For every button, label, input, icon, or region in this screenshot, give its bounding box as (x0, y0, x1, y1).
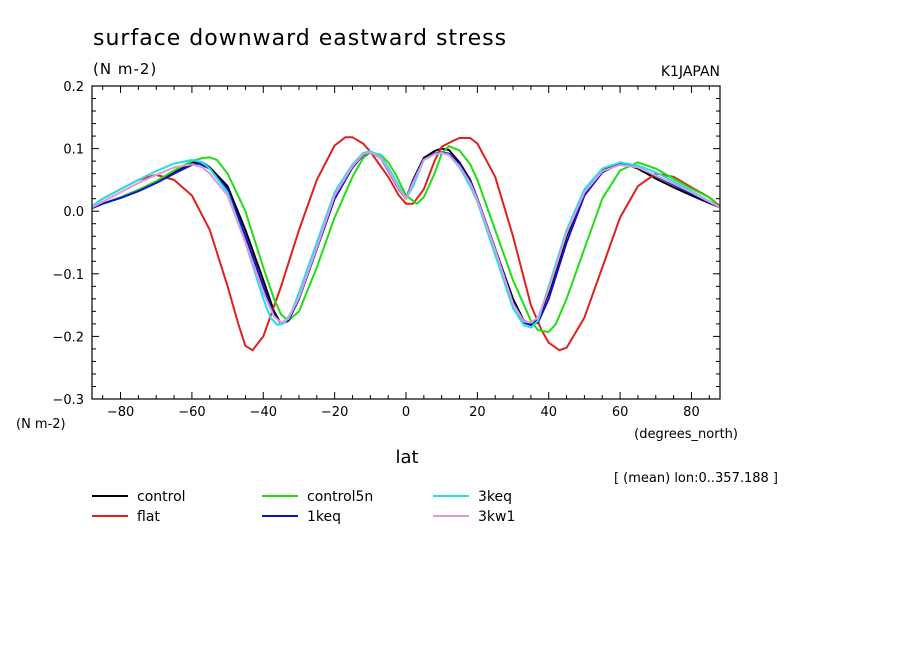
chart-subtitle: (N m-2) (93, 60, 157, 78)
y-unit-label: (N m-2) (16, 417, 66, 432)
x-tick-label: 40 (540, 405, 557, 420)
y-tick-label: −0.1 (52, 268, 84, 283)
y-tick-label: 0.2 (63, 80, 84, 95)
y-tick-label: −0.3 (52, 393, 84, 408)
legend-label-control5n: control5n (307, 489, 373, 505)
x-unit-label: (degrees_north) (634, 427, 738, 442)
x-tick-label: 60 (612, 405, 629, 420)
series-line-1keq (92, 151, 720, 327)
series-line-control5n (92, 145, 720, 333)
axis-ticks: −80 −60 −40 −20 0 20 40 60 80 −0.3 −0.2 −0.1 0.0 0.1 0… (52, 80, 720, 420)
series-line-3kw1 (92, 151, 720, 324)
y-tick-label: 0.1 (63, 143, 84, 158)
legend-label-3kw1: 3kw1 (478, 509, 515, 525)
legend-label-1keq: 1keq (307, 509, 341, 525)
plot-frame (91, 85, 721, 400)
chart-title: surface downward eastward stress (93, 26, 507, 51)
series-line-flat (92, 136, 720, 352)
legend: control flat control5n 1keq 3keq 3kw1 (92, 489, 515, 525)
x-tick-label: 20 (469, 405, 486, 420)
model-label: K1JAPAN (661, 64, 720, 80)
x-tick-label: −60 (178, 405, 205, 420)
legend-label-control: control (137, 489, 186, 505)
legend-label-3keq: 3keq (478, 489, 512, 505)
plot-series (92, 136, 720, 352)
series-line-control (92, 147, 720, 325)
series-line-3keq (92, 150, 720, 329)
x-tick-label: 80 (683, 405, 700, 420)
y-tick-label: −0.2 (52, 330, 84, 345)
lon-note: [ (mean) lon:0..357.188 ] (614, 471, 778, 486)
x-tick-label: −80 (107, 405, 134, 420)
legend-label-flat: flat (137, 509, 160, 525)
x-axis-label: lat (395, 447, 418, 468)
x-tick-label: 0 (402, 405, 410, 420)
x-tick-label: −20 (321, 405, 348, 420)
y-tick-label: 0.0 (63, 205, 84, 220)
x-tick-label: −40 (250, 405, 277, 420)
